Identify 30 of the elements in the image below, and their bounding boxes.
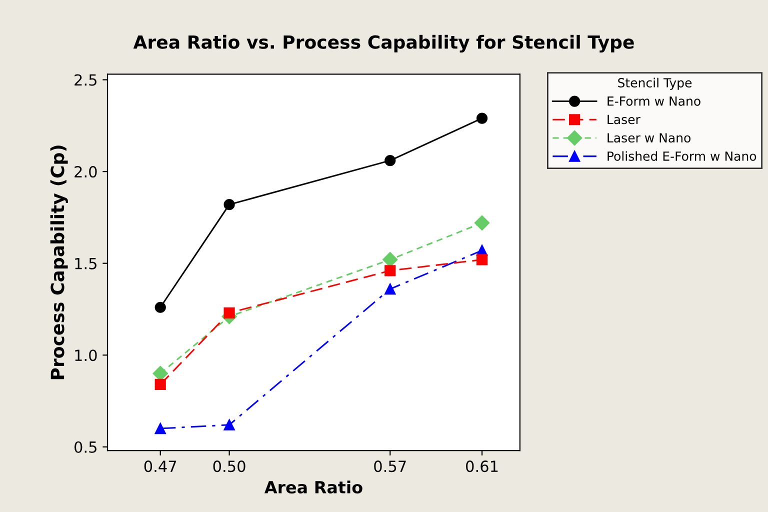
point [476, 112, 488, 124]
point [224, 419, 235, 430]
point [154, 302, 166, 313]
legend-label: Laser [608, 114, 640, 124]
x-tick-label: 0.57 [374, 460, 406, 472]
y-tick-label: 1.0 [75, 350, 97, 362]
y-tick-label: 1.5 [75, 258, 96, 270]
point [474, 215, 490, 230]
legend-label: E-Form w Nano [608, 96, 700, 106]
chart-title: Area Ratio vs. Process Capability for Stencil Type [133, 34, 634, 53]
point [476, 254, 488, 266]
point [384, 283, 396, 295]
point [154, 422, 166, 434]
point [384, 265, 396, 276]
legend-label: Laser w Nano [608, 133, 690, 143]
point [382, 252, 398, 268]
y-axis-title: Process Capability (Cp) [50, 146, 68, 380]
x-axis-title: Area Ratio [264, 480, 362, 494]
y-tick-label: 2.5 [74, 74, 96, 86]
legend-label: Polished E-Form w Nano [608, 151, 756, 161]
point [224, 199, 235, 210]
x-tick-label: 0.47 [144, 460, 176, 472]
point [154, 378, 166, 390]
point [384, 154, 396, 166]
y-tick-label: 0.5 [74, 441, 96, 453]
legend-title: Stencil Type [618, 78, 692, 90]
y-tick-label: 2.0 [74, 166, 97, 178]
point [224, 307, 235, 318]
x-tick-label: 0.50 [213, 460, 246, 472]
x-tick-label: 0.61 [466, 460, 498, 472]
